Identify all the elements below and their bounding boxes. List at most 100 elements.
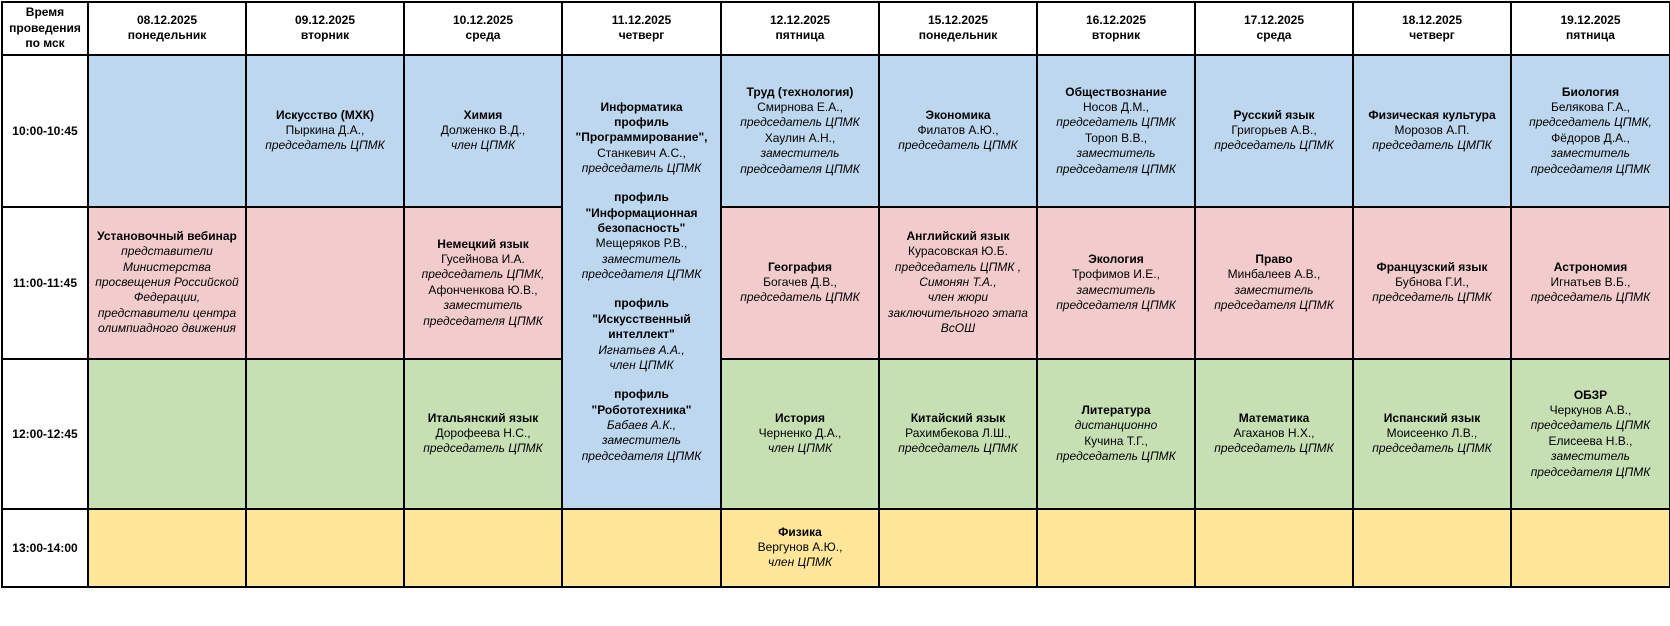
day-header-09.12.2025: 09.12.2025 вторник xyxy=(245,1,405,56)
cell-09.12.2025-11:00-11:45 xyxy=(245,205,405,360)
cell-15.12.2025-12:00-12:45: Китайский язык Рахимбекова Л.Ш., председат… xyxy=(878,357,1038,510)
subject-title: Математика xyxy=(1238,410,1310,425)
person-name: Гусейнова И.А. xyxy=(441,252,525,267)
role-text: дистанционно xyxy=(1074,418,1158,433)
subject-title: Английский язык xyxy=(906,229,1010,244)
role-text: представители Министерства просвещения Р… xyxy=(95,244,239,336)
person-name: Моисеенко Л.В., xyxy=(1386,426,1478,441)
day-header-12.12.2025: 12.12.2025 пятница xyxy=(720,1,880,56)
day-weekday: среда xyxy=(465,28,501,43)
cell-10.12.2025-12:00-12:45: Итальянский язык Дорофеева Н.С., председат… xyxy=(403,357,563,510)
role-text: заместитель председателя ЦПМК xyxy=(423,298,543,328)
day-header-19.12.2025: 19.12.2025 пятница xyxy=(1510,1,1670,56)
cell-18.12.2025-13:00-14:00 xyxy=(1352,507,1512,588)
person-name: Агаханов Н.Х., xyxy=(1233,426,1315,441)
time-slot-10:00-10:45: 10:00-10:45 xyxy=(1,53,89,208)
person-name: Богачев Д.В., xyxy=(763,275,837,290)
subject-title: "Искусственный интеллект" xyxy=(592,311,691,342)
cell-17.12.2025-11:00-11:45: Право Минбалеев А.В., заместитель председа… xyxy=(1194,205,1354,360)
day-date: 08.12.2025 xyxy=(136,12,198,27)
person-name: Игнатьев В.Б., xyxy=(1550,275,1631,290)
cell-10.12.2025-13:00-14:00 xyxy=(403,507,563,588)
cell-18.12.2025-11:00-11:45: Французский язык Бубнова Г.И., председател… xyxy=(1352,205,1512,360)
subject-title: Физическая культура xyxy=(1368,107,1496,122)
person-name: Трофимов И.Е., xyxy=(1072,267,1160,282)
person-name: Вергунов А.Ю., xyxy=(757,540,843,555)
day-weekday: четверг xyxy=(618,28,665,43)
cell-17.12.2025-10:00-10:45: Русский язык Григорьев А.В., председатель … xyxy=(1194,53,1354,208)
cell-09.12.2025-13:00-14:00 xyxy=(245,507,405,588)
role-text: председатель ЦПМК xyxy=(1372,441,1492,456)
role-text: председатель ЦПМК xyxy=(265,138,385,153)
role-text: Бабаев А.К., xyxy=(606,417,677,432)
role-text: заместитель председателя ЦПМК xyxy=(581,251,702,282)
role-text: председатель ЦПМК xyxy=(1214,441,1334,456)
cell-12.12.2025-11:00-11:45: География Богачев Д.В., председатель ЦПМК xyxy=(720,205,880,360)
role-text: председатель ЦПМК xyxy=(1056,115,1176,130)
person-name: Афонченкова Ю.В., xyxy=(428,282,538,297)
day-weekday: понедельник xyxy=(918,28,998,43)
subject-title: Русский язык xyxy=(1233,107,1315,122)
day-weekday: пятница xyxy=(775,28,825,43)
cell-19.12.2025-11:00-11:45: Астрономия Игнатьев В.Б., председатель ЦПМ… xyxy=(1510,205,1670,360)
subject-title: Установочный вебинар xyxy=(97,229,237,244)
cell-17.12.2025-12:00-12:45: Математика Агаханов Н.Х., председатель ЦПМ… xyxy=(1194,357,1354,510)
subject-title: География xyxy=(767,259,833,274)
cell-18.12.2025-12:00-12:45: Испанский язык Моисеенко Л.В., председател… xyxy=(1352,357,1512,510)
schedule-row-12:00-12:45: 12:00-12:45 Итальянский язык Дорофеева Н.С… xyxy=(1,357,1670,510)
day-date: 17.12.2025 xyxy=(1243,12,1305,27)
time-column-header: Время проведения по мск xyxy=(1,1,89,56)
schedule-body: 10:00-10:45 Искусство (МХК) Пыркина Д.А., п… xyxy=(1,53,1670,588)
role-text: заместитель председателя ЦПМК xyxy=(1530,146,1651,176)
role-text: председатель ЦПМК, xyxy=(1529,115,1652,130)
schedule-header: Время проведения по мск 08.12.2025 понеде… xyxy=(1,1,1670,56)
day-weekday: понедельник xyxy=(127,28,207,43)
cell-12.12.2025-12:00-12:45: История Черненко Д.А., член ЦПМК xyxy=(720,357,880,510)
day-weekday: пятница xyxy=(1566,28,1615,43)
role-text: заместитель председателя ЦПМК xyxy=(1214,282,1334,313)
person-name: Фёдоров Д.А., xyxy=(1551,130,1630,145)
cell-16.12.2025-11:00-11:45: Экология Трофимов И.Е., заместитель предсе… xyxy=(1036,205,1196,360)
role-text: председатель ЦПМК xyxy=(898,441,1018,456)
role-text: заместитель председателя ЦПМК xyxy=(1056,282,1176,313)
cell-08.12.2025-12:00-12:45 xyxy=(87,357,247,510)
person-name: Белякова Г.А., xyxy=(1551,100,1630,115)
role-text: председатель ЦПМК xyxy=(581,160,702,175)
cell-16.12.2025-10:00-10:45: Обществознание Носов Д.М., председатель ЦП… xyxy=(1036,53,1196,208)
person-name: Долженко В.Д., xyxy=(440,123,526,138)
role-text: заместитель председателя ЦПМК xyxy=(740,146,860,176)
subject-title: Испанский язык xyxy=(1383,410,1481,425)
cell-08.12.2025-10:00-10:45 xyxy=(87,53,247,208)
cell-16.12.2025-12:00-12:45: Литература дистанционно Кучина Т.Г., предсе… xyxy=(1036,357,1196,510)
cell-12.12.2025-10:00-10:45: Труд (технология) Смирнова Е.А., председат… xyxy=(720,53,880,208)
day-date: 10.12.2025 xyxy=(452,12,514,27)
day-weekday: среда xyxy=(1256,28,1292,43)
role-text: председатель ЦПМК xyxy=(1056,449,1176,464)
subject-title: Немецкий язык xyxy=(437,236,529,251)
day-header-08.12.2025: 08.12.2025 понедельник xyxy=(87,1,247,56)
day-header-11.12.2025: 11.12.2025 четверг xyxy=(561,1,722,56)
person-name: Елисеева Н.В., xyxy=(1548,433,1633,448)
subject-title: Информатика xyxy=(600,99,683,114)
person-name: Черненко Д.А., xyxy=(758,426,842,441)
role-text: председатель ЦПМК xyxy=(1214,138,1334,153)
schedule-row-10:00-10:45: 10:00-10:45 Искусство (МХК) Пыркина Д.А., п… xyxy=(1,53,1670,510)
subject-title: ОБЗР xyxy=(1573,387,1608,402)
day-header-16.12.2025: 16.12.2025 вторник xyxy=(1036,1,1196,56)
cell-15.12.2025-10:00-10:45: Экономика Филатов А.Ю., председатель ЦПМК xyxy=(878,53,1038,208)
role-text: председатель ЦПМК xyxy=(1530,418,1651,433)
day-weekday: вторник xyxy=(300,28,350,43)
subject-title: "Информационная безопасность" xyxy=(585,205,698,236)
subject-title: "Программирование", xyxy=(575,130,708,145)
person-name: Морозов А.П. xyxy=(1394,123,1470,138)
cell-09.12.2025-10:00-10:45: Искусство (МХК) Пыркина Д.А., председатель… xyxy=(245,53,405,208)
role-text: Игнатьев А.А., xyxy=(598,342,685,357)
subject-title: Французский язык xyxy=(1376,259,1488,274)
role-text: председатель ЦПМК xyxy=(740,115,860,130)
role-text: заместитель председателя ЦПМК xyxy=(1530,449,1651,479)
subject-title: Искусство (МХК) xyxy=(275,107,375,122)
person-name: Станкевич А.С., xyxy=(597,145,686,160)
role-text: председатель ЦПМК xyxy=(898,138,1018,153)
role-text: председатель ЦПМК xyxy=(1530,290,1651,305)
day-weekday: вторник xyxy=(1091,28,1141,43)
